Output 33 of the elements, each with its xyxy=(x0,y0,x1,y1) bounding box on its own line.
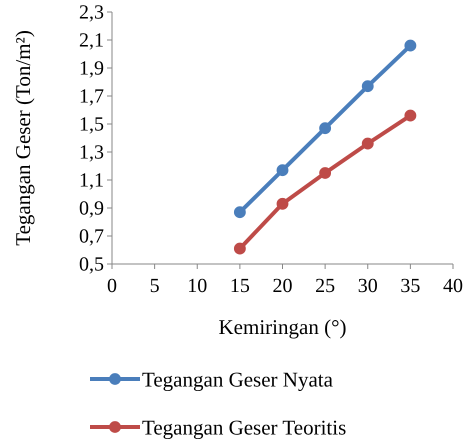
y-tick-label: 1,3 xyxy=(79,141,104,164)
y-tick-label: 1,1 xyxy=(79,169,104,192)
point xyxy=(362,80,374,92)
y-tick-label: 1,7 xyxy=(79,85,104,108)
x-axis-title: Kemiringan (°) xyxy=(218,315,346,339)
x-tick-label: 20 xyxy=(272,275,292,297)
legend-label: Tegangan Geser Nyata xyxy=(142,367,334,392)
point xyxy=(234,206,246,218)
point xyxy=(404,40,416,52)
y-tick-label: 2,3 xyxy=(79,1,104,24)
x-tick-label: 10 xyxy=(187,275,208,297)
y-tick-label: 0,7 xyxy=(79,225,104,248)
point xyxy=(276,164,288,176)
point xyxy=(362,138,374,150)
x-tick-label: 30 xyxy=(358,275,378,297)
point xyxy=(319,167,332,179)
point xyxy=(276,198,288,210)
y-axis-title: Tegangan Geser (Ton/m²) xyxy=(11,30,35,246)
point xyxy=(319,122,332,134)
x-tick-label: 5 xyxy=(150,275,160,297)
y-tick-label: 0,5 xyxy=(79,253,104,276)
point xyxy=(404,110,416,122)
y-tick-label: 0,9 xyxy=(79,197,104,220)
legend-label: Tegangan Geser Teoritis xyxy=(142,415,346,440)
y-tick-label: 1,9 xyxy=(79,57,104,80)
x-tick-label: 0 xyxy=(107,275,117,297)
point xyxy=(234,242,246,255)
y-tick-label: 1,5 xyxy=(79,113,104,136)
y-tick-label: 2,1 xyxy=(79,29,104,52)
x-tick-label: 40 xyxy=(443,275,463,297)
x-tick-label: 35 xyxy=(400,275,420,297)
x-tick-label: 25 xyxy=(315,275,336,297)
x-tick-label: 15 xyxy=(230,275,250,297)
